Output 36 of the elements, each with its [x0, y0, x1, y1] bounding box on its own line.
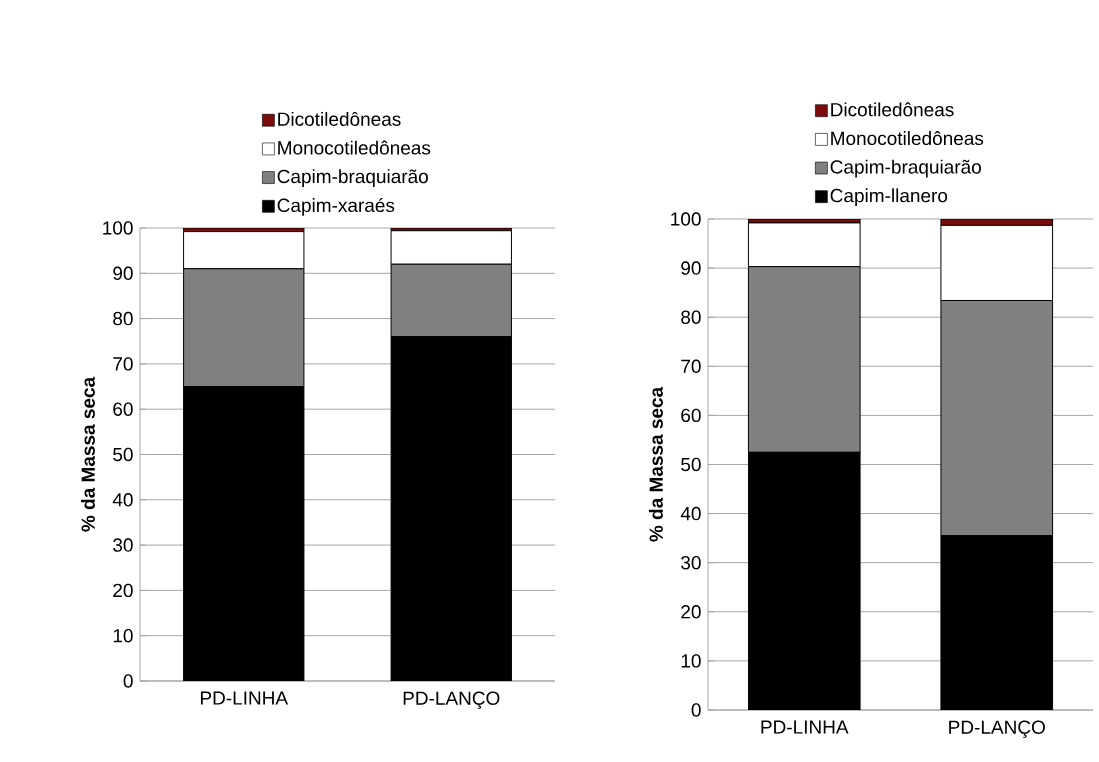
y-tick-label: 70: [113, 357, 133, 371]
y-tick-label: 80: [113, 311, 133, 326]
y-tick-label: 30: [681, 555, 701, 570]
legend-label: Capim-braquiarão: [277, 169, 428, 187]
legend-label: Dicotiledôneas: [278, 111, 401, 126]
legend-label: Monocotiledôneas: [278, 140, 431, 155]
y-tick-label: 10: [681, 654, 701, 668]
y-tick-label: 90: [681, 261, 701, 275]
x-tick-label: PD-LANÇO: [403, 691, 500, 709]
y-tick-label: 60: [113, 402, 133, 416]
y-tick-label: 50: [113, 447, 133, 462]
y-tick-label: 30: [113, 538, 133, 552]
legend-label: Monocotiledôneas: [831, 131, 984, 146]
y-axis-title: % da Massa seca: [648, 386, 663, 542]
y-tick-label: 40: [112, 493, 133, 507]
y-tick-label: 80: [681, 310, 701, 324]
x-tick-label: PD-LANÇO: [949, 720, 1045, 738]
y-tick-label: 0: [691, 703, 701, 717]
y-tick-label: 50: [681, 457, 701, 472]
y-tick-label: 10: [113, 628, 133, 643]
y-tick-label: 100: [671, 212, 701, 226]
y-tick-label: 40: [680, 506, 701, 521]
y-tick-label: 0: [123, 674, 133, 688]
legend-label: Dicotiledôneas: [831, 102, 954, 117]
legend-label: Capim-xaraés: [277, 197, 395, 216]
legend-label: Capim-llanero: [830, 188, 948, 207]
y-tick-label: 20: [113, 583, 133, 598]
x-tick-label: PD-LINHA: [200, 691, 289, 705]
y-tick-label: 20: [681, 605, 701, 619]
x-tick-label: PD-LINHA: [761, 720, 849, 734]
y-tick-label: 70: [681, 359, 701, 374]
y-tick-label: 60: [681, 408, 701, 423]
y-tick-label: 90: [113, 266, 133, 281]
legend-label: Capim-braquiarão: [830, 159, 981, 178]
y-tick-label: 100: [103, 221, 133, 235]
y-axis-title: % da Massa seca: [80, 376, 95, 532]
